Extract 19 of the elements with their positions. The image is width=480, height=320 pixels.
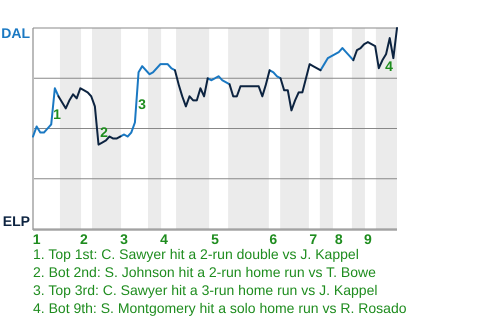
ref-line-label: DAL <box>1 24 30 41</box>
x-tick-label: 4 <box>160 231 168 247</box>
annotation: 2 <box>100 124 108 140</box>
x-tick-label: 7 <box>309 231 318 247</box>
x-tick-label: 1 <box>32 231 41 247</box>
text: 1. Top 1st: C. Sawyer hit a 2-run double vs J. Kappel <box>33 246 359 262</box>
x-tick-label: 9 <box>364 231 372 247</box>
x-tick-label: 2 <box>80 231 88 247</box>
annotation: 4 <box>385 58 394 74</box>
ref-line-label: ELP <box>2 212 30 229</box>
x-tick-label: 3 <box>120 231 128 247</box>
annotation: 3 <box>138 96 146 112</box>
text: 2. Bot 2nd: S. Johnson hit a 2-run home run vs T. Bowe <box>33 264 376 280</box>
x-tick-label: 6 <box>269 231 278 247</box>
text: 4. Bot 9th: S. Montgomery hit a solo home run vs R. Rosado <box>33 300 407 316</box>
text: 3. Top 3rd: C. Sawyer hit a 3-run home run vs J. Kappel <box>33 282 378 298</box>
annotation: 1 <box>53 106 62 122</box>
x-tick-label: 8 <box>334 231 343 247</box>
x-tick-label: 5 <box>211 231 220 247</box>
